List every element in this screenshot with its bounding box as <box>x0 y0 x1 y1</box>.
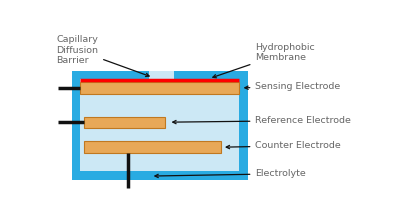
Bar <box>84 117 165 128</box>
Text: Electrolyte: Electrolyte <box>155 169 306 178</box>
Bar <box>72 71 248 180</box>
Bar <box>80 79 239 172</box>
Bar <box>84 141 220 153</box>
Bar <box>149 71 174 79</box>
Bar <box>149 71 174 79</box>
Text: Reference Electrode: Reference Electrode <box>173 116 351 125</box>
Bar <box>80 82 239 94</box>
Text: Sensing Electrode: Sensing Electrode <box>245 82 341 91</box>
Text: Capillary
Diffusion
Barrier: Capillary Diffusion Barrier <box>56 35 149 76</box>
Text: Counter Electrode: Counter Electrode <box>226 141 341 150</box>
Text: Hydrophobic
Membrane: Hydrophobic Membrane <box>213 43 315 78</box>
